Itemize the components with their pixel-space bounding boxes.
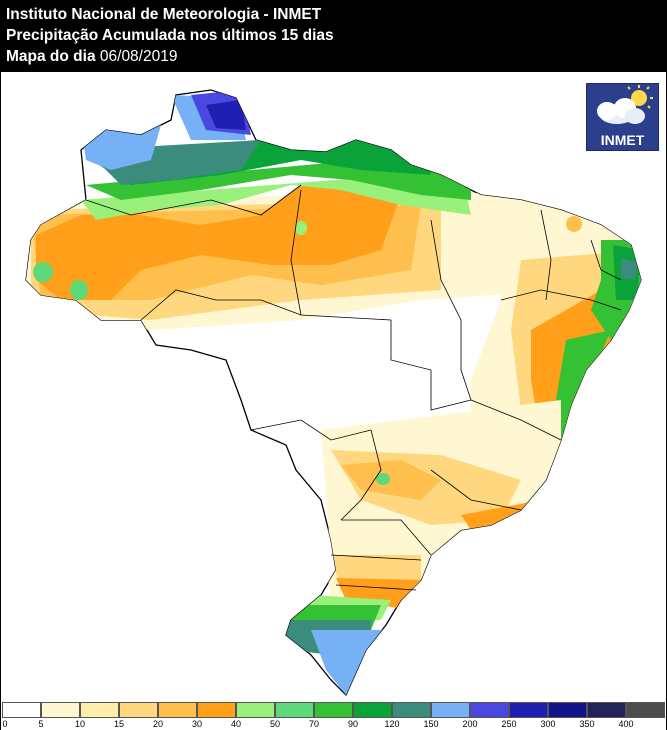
map-date-value: 06/08/2019 [99, 48, 178, 65]
inmet-logo: INMET [586, 83, 659, 151]
logo-text: INMET [600, 132, 645, 148]
institute-title: Instituto Nacional de Meteorologia - INM… [6, 6, 322, 23]
legend-swatch [314, 702, 353, 718]
cloud-sun-icon [597, 85, 653, 124]
legend-tick-label: 0 [2, 719, 8, 729]
legend-tick-label: 30 [191, 719, 203, 729]
legend-tick-label: 90 [347, 719, 359, 729]
legend-swatch [41, 702, 80, 718]
legend-tick-label: 120 [384, 719, 400, 729]
legend-tick-label: 400 [618, 719, 634, 729]
legend-swatch [80, 702, 119, 718]
legend-tick-label: 250 [501, 719, 517, 729]
legend-tick-label: 40 [230, 719, 242, 729]
legend-tick-label: 150 [423, 719, 439, 729]
legend-tick-label: 20 [152, 719, 164, 729]
brazil-map-svg [25, 89, 642, 697]
legend-swatch [2, 702, 41, 718]
legend-tick-label: 15 [113, 719, 125, 729]
map-subtitle: Precipitação Acumulada nos últimos 15 di… [6, 27, 334, 44]
legend-swatch [626, 702, 665, 718]
legend-tick-label: 10 [74, 719, 86, 729]
legend-swatch [197, 702, 236, 718]
map-date-line: Mapa do dia 06/08/2019 [6, 46, 661, 67]
legend-swatch [236, 702, 275, 718]
legend-swatch [548, 702, 587, 718]
legend-colorbar [1, 702, 666, 718]
legend-swatch [158, 702, 197, 718]
legend-tick-label: 300 [540, 719, 556, 729]
precipitation-legend: 0 5 10 15 20 30 40 50 70 90 120 150 200 250 300 350 400 [1, 700, 666, 730]
legend-tick-label: 5 [38, 719, 44, 729]
map-header: Instituto Nacional de Meteorologia - INM… [0, 0, 667, 72]
legend-swatch [509, 702, 548, 718]
legend-swatch [470, 702, 509, 718]
legend-tick-label: 50 [269, 719, 281, 729]
precipitation-fields [26, 90, 641, 695]
legend-swatch [587, 702, 626, 718]
precipitation-map: INMET [1, 72, 666, 700]
legend-tick-label: 350 [579, 719, 595, 729]
legend-swatch [353, 702, 392, 718]
legend-tick-label: 200 [462, 719, 478, 729]
legend-swatch [392, 702, 431, 718]
legend-swatch [119, 702, 158, 718]
state-borders [85, 184, 622, 591]
legend-swatch [431, 702, 470, 718]
legend-tick-label: 70 [308, 719, 320, 729]
legend-swatch [275, 702, 314, 718]
map-date-label: Mapa do dia [6, 48, 96, 65]
